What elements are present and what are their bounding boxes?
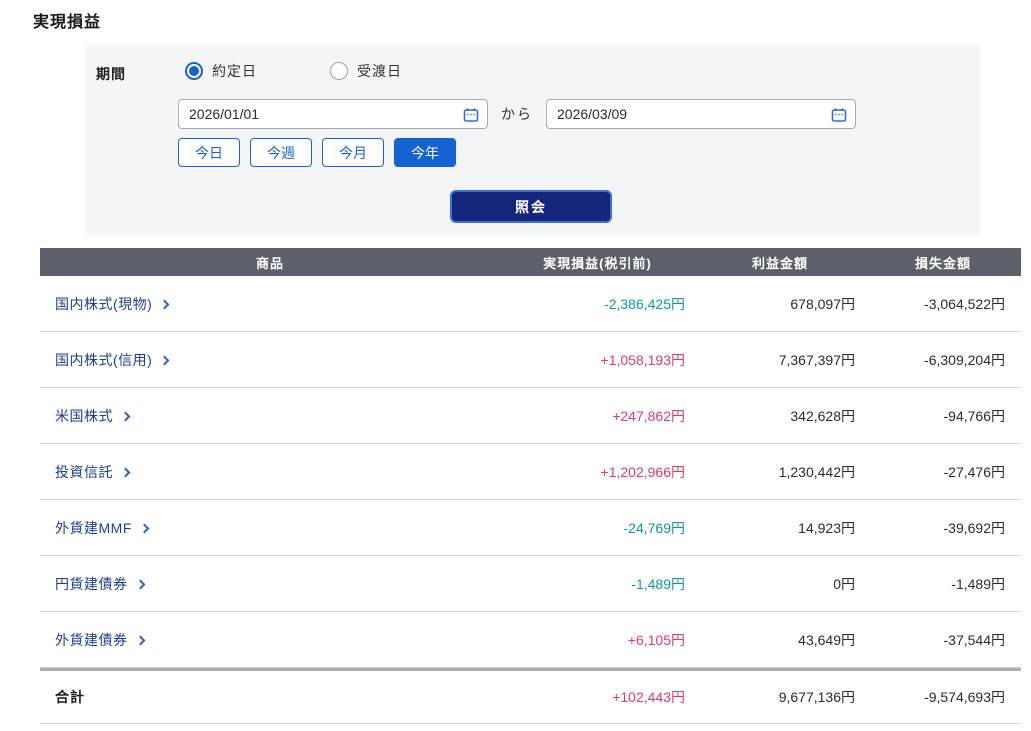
date-from-input[interactable] <box>179 100 487 128</box>
table-row: 投資信託 +1,202,966円 1,230,442円 -27,476円 <box>40 444 1021 500</box>
realized-pl-value: +1,058,193円 <box>600 351 685 368</box>
table-row: 国内株式(現物) -2,386,425円 678,097円 -3,064,522… <box>40 276 1021 332</box>
product-label: 円貨建債券 <box>55 575 128 592</box>
radio-trade-date[interactable]: 約定日 <box>185 61 257 81</box>
realized-pl-value: -2,386,425円 <box>604 295 685 312</box>
date-to-field <box>546 99 856 129</box>
loss-value: -6,309,204円 <box>924 351 1005 368</box>
period-label: 期間 <box>96 66 126 82</box>
product-label: 国内株式(現物) <box>55 295 153 312</box>
date-to-input[interactable] <box>547 100 855 128</box>
profit-value: 342,628円 <box>790 407 855 424</box>
realized-pl-value: -24,769円 <box>623 519 685 536</box>
product-link-foreign-bond[interactable]: 外貨建債券 <box>55 630 145 650</box>
header-profit: 利益金額 <box>751 255 808 271</box>
chevron-right-icon <box>120 467 131 477</box>
product-label: 外貨建MMF <box>55 519 132 536</box>
realized-pl-value: +6,105円 <box>627 631 685 648</box>
loss-value: -1,489円 <box>951 575 1005 592</box>
table-header-row: 商品 実現損益(税引前) 利益金額 損失金額 <box>40 248 1021 276</box>
calendar-icon[interactable] <box>463 107 479 123</box>
product-label: 国内株式(信用) <box>55 351 153 368</box>
query-button[interactable]: 照会 <box>450 190 612 223</box>
product-label: 米国株式 <box>55 407 113 424</box>
loss-value: -39,692円 <box>943 519 1005 536</box>
realized-pl-table: 商品 実現損益(税引前) 利益金額 損失金額 国内株式(現物) -2,386,4… <box>40 248 1021 724</box>
product-link-domestic-stock-margin[interactable]: 国内株式(信用) <box>55 350 170 370</box>
range-separator-label: から <box>501 106 533 122</box>
chevron-right-icon <box>139 523 150 533</box>
loss-value: -3,064,522円 <box>924 295 1005 312</box>
loss-value: -37,544円 <box>943 631 1005 648</box>
table-row: 米国株式 +247,862円 342,628円 -94,766円 <box>40 388 1021 444</box>
realized-pl-value: +1,202,966円 <box>600 463 685 480</box>
total-realized-pl-value: +102,443円 <box>612 689 685 705</box>
profit-value: 43,649円 <box>798 631 855 648</box>
today-button[interactable]: 今日 <box>178 138 240 167</box>
product-label: 投資信託 <box>55 463 113 480</box>
total-loss-value: -9,574,693円 <box>924 689 1005 705</box>
table-row: 外貨建債券 +6,105円 43,649円 -37,544円 <box>40 612 1021 668</box>
date-range-row: から <box>178 99 856 129</box>
this-month-button[interactable]: 今月 <box>322 138 384 167</box>
this-year-button[interactable]: 今年 <box>394 138 456 167</box>
chevron-right-icon <box>135 635 145 645</box>
profit-value: 0円 <box>833 575 855 592</box>
radio-label: 約定日 <box>212 63 257 79</box>
realized-pl-value: +247,862円 <box>612 407 685 424</box>
radio-selected-icon[interactable] <box>185 62 203 80</box>
chevron-right-icon <box>120 411 131 421</box>
total-profit-value: 9,677,136円 <box>778 689 855 705</box>
product-link-investment-trust[interactable]: 投資信託 <box>55 462 131 482</box>
product-link-yen-bond[interactable]: 円貨建債券 <box>55 574 145 594</box>
header-product: 商品 <box>255 255 284 271</box>
date-from-field <box>178 99 488 129</box>
total-label: 合計 <box>55 689 85 705</box>
product-link-domestic-stock-cash[interactable]: 国内株式(現物) <box>55 294 170 314</box>
chevron-right-icon <box>159 299 170 309</box>
header-realized-pl: 実現損益(税引前) <box>543 255 652 271</box>
radio-label: 受渡日 <box>357 63 402 79</box>
product-label: 外貨建債券 <box>55 631 128 648</box>
table-row: 外貨建MMF -24,769円 14,923円 -39,692円 <box>40 500 1021 556</box>
this-week-button[interactable]: 今週 <box>250 138 312 167</box>
profit-value: 1,230,442円 <box>778 463 855 480</box>
profit-value: 14,923円 <box>798 519 855 536</box>
table-row: 国内株式(信用) +1,058,193円 7,367,397円 -6,309,2… <box>40 332 1021 388</box>
table-total-row: 合計 +102,443円 9,677,136円 -9,574,693円 <box>40 668 1021 724</box>
page-title: 実現損益 <box>33 14 102 31</box>
chevron-right-icon <box>135 579 145 589</box>
period-filter-panel: 期間 約定日 受渡日 から <box>85 45 980 235</box>
profit-value: 678,097円 <box>790 295 855 312</box>
product-link-foreign-mmf[interactable]: 外貨建MMF <box>55 518 150 538</box>
product-link-us-stock[interactable]: 米国株式 <box>55 406 131 426</box>
table-row: 円貨建債券 -1,489円 0円 -1,489円 <box>40 556 1021 612</box>
radio-settlement-date[interactable]: 受渡日 <box>330 61 402 81</box>
profit-value: 7,367,397円 <box>778 351 855 368</box>
loss-value: -94,766円 <box>943 407 1005 424</box>
quick-range-buttons: 今日 今週 今月 今年 <box>178 138 456 167</box>
loss-value: -27,476円 <box>943 463 1005 480</box>
date-type-radio-group: 約定日 受渡日 <box>185 61 402 81</box>
calendar-icon[interactable] <box>831 107 847 123</box>
header-loss: 損失金額 <box>914 255 971 271</box>
realized-pl-value: -1,489円 <box>631 575 685 592</box>
chevron-right-icon <box>159 355 170 365</box>
radio-unselected-icon[interactable] <box>330 62 348 80</box>
